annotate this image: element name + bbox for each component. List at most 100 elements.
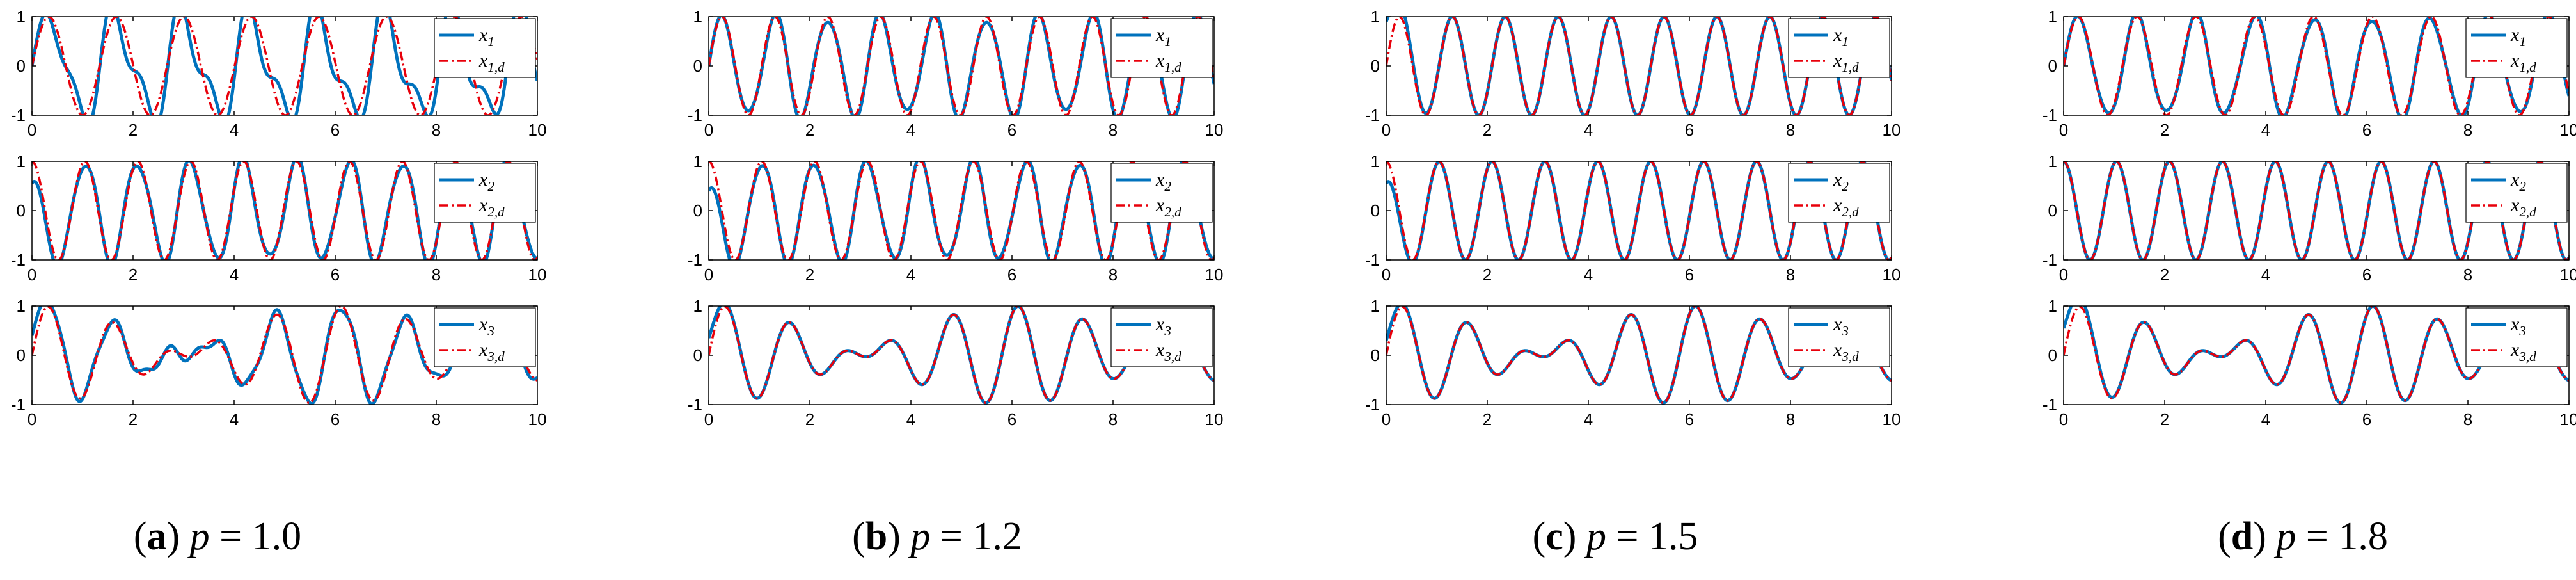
legend-box [2465,307,2568,367]
x-tick-label: 8 [1109,120,1118,140]
y-tick-label: -1 [1365,395,1380,414]
legend-label: x1 [2510,24,2526,49]
y-tick-label: 1 [693,152,702,171]
legend-box [2465,163,2568,223]
x-tick-label: 8 [2463,265,2472,284]
y-tick-label: 0 [17,346,26,365]
x-tick-label: 6 [2362,120,2371,140]
legend-label: x3,d [478,339,505,364]
legend-box [434,163,536,223]
x-tick-label: 4 [906,120,915,140]
legend-label: x1,d [1833,50,1859,75]
panel-caption: (b) p = 1.2 [852,515,1022,558]
x-tick-label: 4 [1584,410,1593,429]
legend-box [434,307,536,367]
y-tick-label: 1 [693,296,702,316]
x-tick-label: 8 [1109,265,1118,284]
x-tick-label: 6 [1685,120,1694,140]
y-tick-label: 0 [693,201,702,220]
legend-box [1110,307,1213,367]
x-tick-label: 4 [1584,265,1593,284]
x-tick-label: 2 [129,120,138,140]
legend-label: x3,d [1155,339,1181,364]
x-tick-label: 10 [528,120,547,140]
x-tick-label: 0 [1382,265,1391,284]
series-line-x1-d [709,17,1214,115]
legend-label: x3 [1833,314,1849,339]
legend-box [1788,18,1890,78]
x-tick-label: 10 [1883,265,1901,284]
x-tick-label: 2 [2160,410,2169,429]
x-tick-label: 10 [1883,120,1901,140]
y-tick-label: 0 [1371,201,1380,220]
x-tick-label: 0 [704,120,713,140]
x-tick-label: 2 [805,265,814,284]
legend-box [434,18,536,78]
x-tick-label: 8 [1786,410,1795,429]
x-tick-label: 6 [331,265,340,284]
x-tick-label: 8 [1109,410,1118,429]
legend-label: x2,d [1155,195,1181,220]
y-tick-label: 1 [1371,152,1380,171]
x-tick-label: 2 [2160,120,2169,140]
x-tick-label: 8 [1786,265,1795,284]
x-tick-label: 8 [1786,120,1795,140]
x-tick-label: 6 [2362,265,2371,284]
x-tick-label: 4 [230,120,239,140]
y-tick-label: 1 [2048,296,2057,316]
x-tick-label: 4 [906,410,915,429]
y-tick-label: 0 [2048,201,2057,220]
legend-box [1110,163,1213,223]
y-tick-label: -1 [11,395,26,414]
series-line-x1 [32,17,537,115]
x-tick-label: 6 [2362,410,2371,429]
legend-label: x3 [478,314,494,339]
y-tick-label: 0 [2048,346,2057,365]
x-tick-label: 6 [1007,410,1016,429]
x-tick-label: 6 [1685,265,1694,284]
x-tick-label: 4 [2261,265,2270,284]
panel-caption: (a) p = 1.0 [134,515,301,558]
x-tick-label: 10 [1883,410,1901,429]
x-tick-label: 8 [2463,120,2472,140]
y-tick-label: 1 [2048,7,2057,26]
legend-label: x1 [478,24,494,49]
legend-label: x1 [1833,24,1849,49]
legend-label: x1,d [478,50,505,75]
legend-label: x2 [1833,169,1849,194]
y-tick-label: 0 [693,56,702,76]
x-tick-label: 6 [1685,410,1694,429]
x-tick-label: 10 [2560,265,2576,284]
y-tick-label: 1 [2048,152,2057,171]
x-tick-label: 0 [704,265,713,284]
y-tick-label: 1 [1371,7,1380,26]
y-tick-label: 0 [2048,56,2057,76]
y-tick-label: -1 [11,250,26,270]
x-tick-label: 2 [1483,265,1492,284]
x-tick-label: 8 [432,265,441,284]
y-tick-label: 0 [1371,346,1380,365]
y-tick-label: 1 [1371,296,1380,316]
x-tick-label: 2 [1483,120,1492,140]
x-tick-label: 0 [2059,410,2068,429]
y-tick-label: -1 [688,106,702,125]
legend-label: x1,d [2510,50,2536,75]
